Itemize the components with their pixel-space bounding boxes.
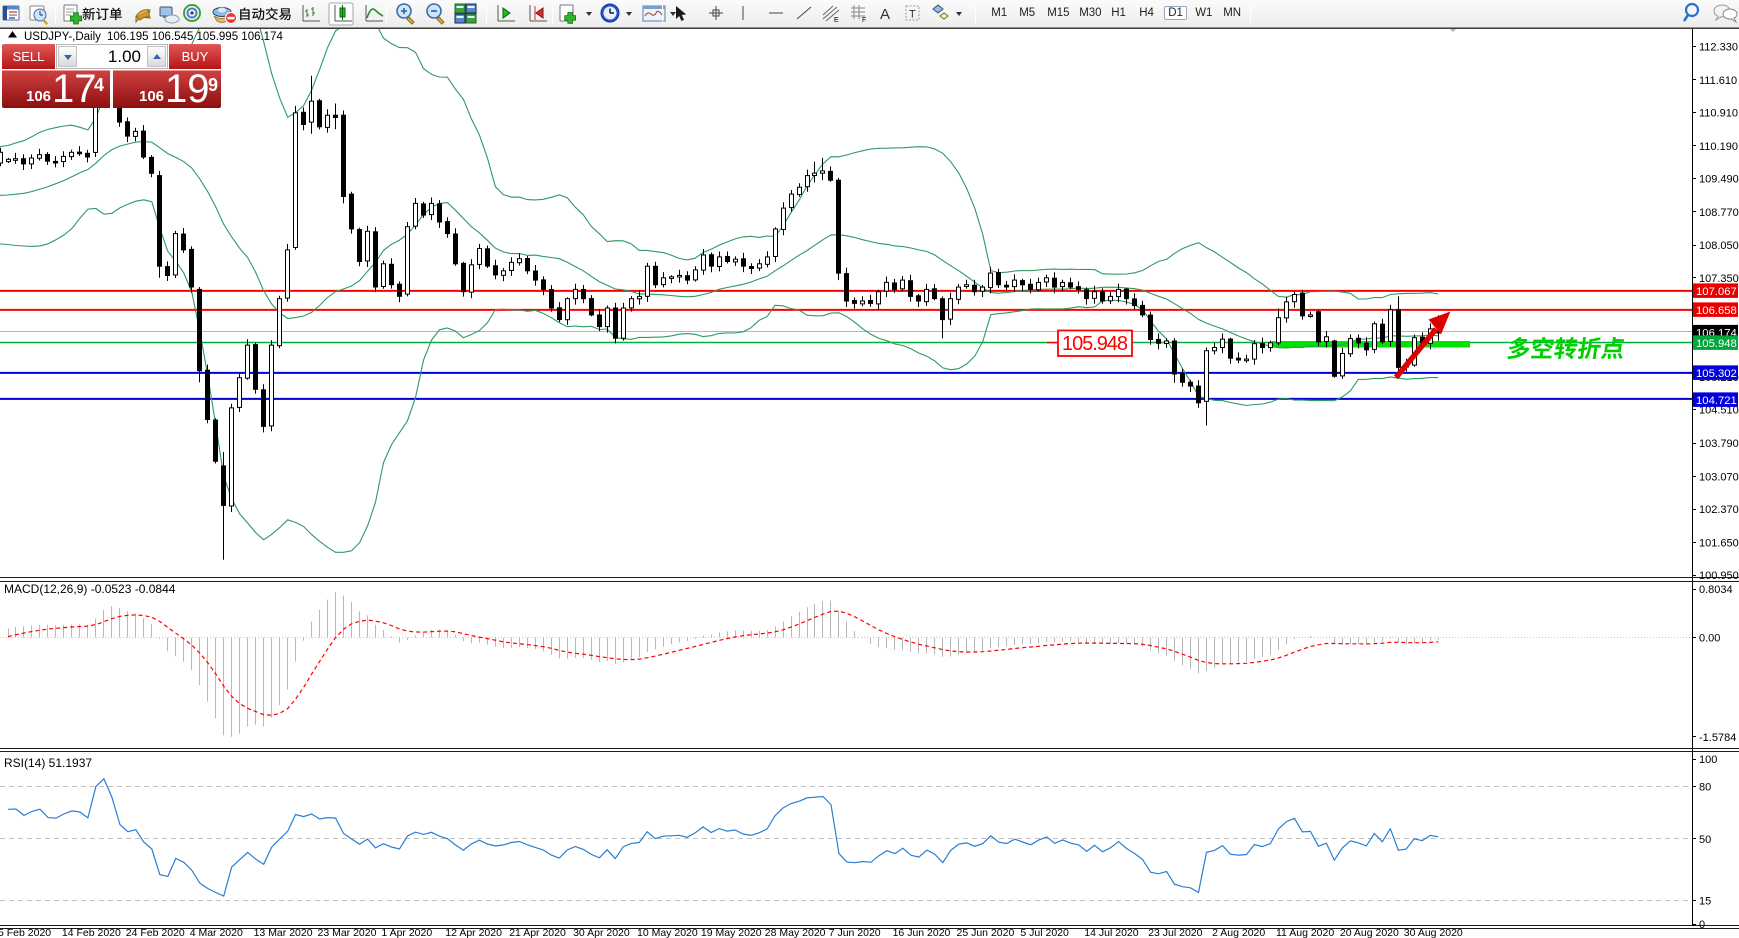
svg-text:28 May 2020: 28 May 2020 <box>765 927 826 938</box>
svg-text:103.790: 103.790 <box>1699 438 1739 450</box>
svg-text:15: 15 <box>1699 895 1711 907</box>
svg-text:USDJPY-,Daily: USDJPY-,Daily <box>24 31 101 43</box>
svg-text:11 Aug 2020: 11 Aug 2020 <box>1276 927 1334 938</box>
svg-text:104.510: 104.510 <box>1699 405 1739 417</box>
svg-text:0: 0 <box>1699 919 1705 931</box>
svg-text:10 May 2020: 10 May 2020 <box>637 927 698 938</box>
svg-text:102.370: 102.370 <box>1699 504 1739 516</box>
svg-text:21 Apr 2020: 21 Apr 2020 <box>509 927 566 938</box>
svg-text:F: F <box>862 17 866 24</box>
svg-text:7 Jun 2020: 7 Jun 2020 <box>829 927 881 938</box>
svg-text:23 Jul 2020: 23 Jul 2020 <box>1148 927 1202 938</box>
svg-text:19 May 2020: 19 May 2020 <box>701 927 762 938</box>
svg-text:MACD(12,26,9) -0.0523 -0.0844: MACD(12,26,9) -0.0523 -0.0844 <box>4 582 176 596</box>
svg-text:104.721: 104.721 <box>1696 395 1737 407</box>
svg-text:111.610: 111.610 <box>1699 75 1737 87</box>
svg-text:50: 50 <box>1699 834 1711 846</box>
svg-text:T: T <box>909 9 916 21</box>
svg-text:14 Jul 2020: 14 Jul 2020 <box>1084 927 1138 938</box>
svg-text:110.910: 110.910 <box>1699 107 1738 119</box>
svg-text:E: E <box>834 17 839 24</box>
svg-text:5 Jul 2020: 5 Jul 2020 <box>1020 927 1069 938</box>
svg-text:101.650: 101.650 <box>1699 538 1739 550</box>
svg-text:112.330: 112.330 <box>1699 41 1738 53</box>
svg-text:100.950: 100.950 <box>1699 570 1739 582</box>
svg-text:16 Jun 2020: 16 Jun 2020 <box>893 927 951 938</box>
svg-text:14 Feb 2020: 14 Feb 2020 <box>62 927 121 938</box>
svg-text:105.948: 105.948 <box>1696 338 1737 350</box>
svg-text:103.070: 103.070 <box>1699 472 1739 484</box>
svg-text:2 Aug 2020: 2 Aug 2020 <box>1212 927 1265 938</box>
svg-text:80: 80 <box>1699 781 1711 793</box>
svg-text:105.302: 105.302 <box>1696 368 1737 380</box>
svg-text:4 Mar 2020: 4 Mar 2020 <box>190 927 243 938</box>
svg-text:1 Apr 2020: 1 Apr 2020 <box>381 927 432 938</box>
svg-text:12 Apr 2020: 12 Apr 2020 <box>445 927 502 938</box>
svg-text:24 Feb 2020: 24 Feb 2020 <box>126 927 185 938</box>
svg-text:13 Mar 2020: 13 Mar 2020 <box>254 927 313 938</box>
svg-text:5 Feb 2020: 5 Feb 2020 <box>0 927 51 938</box>
svg-text:106.658: 106.658 <box>1696 305 1737 317</box>
svg-text:-1.5784: -1.5784 <box>1699 732 1736 744</box>
svg-text:108.050: 108.050 <box>1699 240 1739 252</box>
svg-text:A: A <box>880 6 890 23</box>
svg-text:25 Jun 2020: 25 Jun 2020 <box>957 927 1015 938</box>
svg-text:108.770: 108.770 <box>1699 207 1739 219</box>
svg-text:0.00: 0.00 <box>1699 633 1720 645</box>
svg-text:110.190: 110.190 <box>1699 141 1738 153</box>
svg-text:20 Aug 2020: 20 Aug 2020 <box>1340 927 1399 938</box>
svg-text:30 Apr 2020: 30 Apr 2020 <box>573 927 630 938</box>
svg-text:105.948: 105.948 <box>1062 333 1128 355</box>
svg-text:109.490: 109.490 <box>1699 173 1739 185</box>
svg-text:107.350: 107.350 <box>1699 273 1739 285</box>
svg-text:30 Aug 2020: 30 Aug 2020 <box>1404 927 1463 938</box>
svg-text:107.067: 107.067 <box>1696 286 1737 298</box>
svg-text:23 Mar 2020: 23 Mar 2020 <box>318 927 377 938</box>
svg-text:106.195 106.545 105.995 106.17: 106.195 106.545 105.995 106.174 <box>107 31 283 43</box>
svg-text:RSI(14) 51.1937: RSI(14) 51.1937 <box>4 756 92 770</box>
svg-text:100: 100 <box>1699 754 1717 766</box>
svg-text:0.8034: 0.8034 <box>1699 584 1733 596</box>
